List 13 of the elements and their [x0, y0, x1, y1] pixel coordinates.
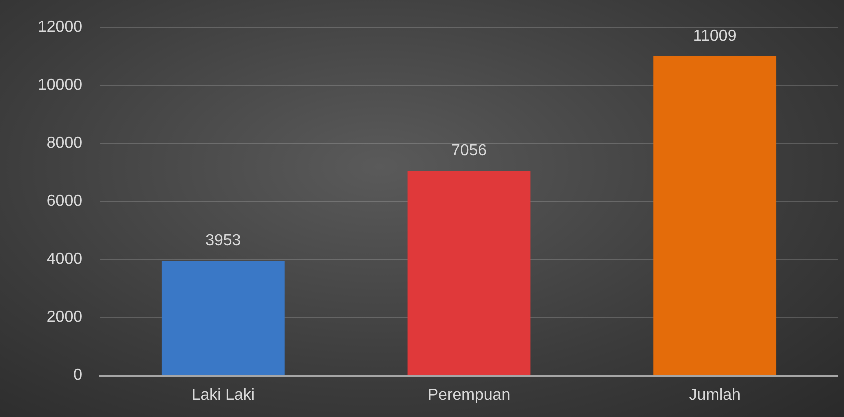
y-tick-label: 12000 [38, 19, 83, 36]
data-label: 11009 [693, 28, 737, 45]
x-tick-label: Perempuan [428, 386, 511, 404]
x-tick-label: Laki Laki [192, 386, 255, 404]
x-tick-label: Jumlah [689, 386, 741, 404]
y-tick-label: 0 [74, 367, 83, 384]
y-tick-label: 6000 [46, 193, 83, 210]
y-tick-label: 4000 [46, 251, 83, 268]
data-label: 7056 [451, 142, 488, 160]
data-label: 3953 [206, 232, 242, 250]
y-tick-label: 8000 [46, 135, 83, 152]
y-tick-label: 10000 [38, 77, 83, 94]
y-tick-label: 2000 [46, 309, 83, 326]
